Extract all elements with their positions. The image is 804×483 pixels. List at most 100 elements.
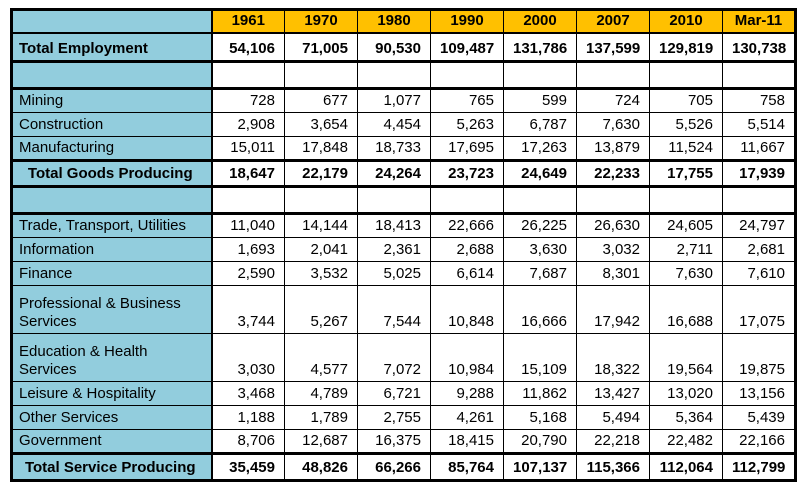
value-cell[interactable]: 35,459 bbox=[211, 451, 285, 481]
value-cell[interactable]: 4,261 bbox=[430, 404, 504, 430]
value-cell[interactable] bbox=[357, 59, 431, 90]
value-cell[interactable]: 7,544 bbox=[357, 284, 431, 334]
value-cell[interactable]: 23,723 bbox=[430, 158, 504, 188]
value-cell[interactable]: 5,025 bbox=[357, 260, 431, 286]
value-cell[interactable]: 17,755 bbox=[649, 158, 723, 188]
value-cell[interactable]: 19,875 bbox=[722, 332, 796, 382]
value-cell[interactable]: 24,649 bbox=[503, 158, 577, 188]
value-cell[interactable]: 11,524 bbox=[649, 135, 723, 161]
value-cell[interactable]: 48,826 bbox=[284, 451, 358, 481]
value-cell[interactable]: 599 bbox=[503, 87, 577, 113]
row-label[interactable]: Education & Health Services bbox=[11, 332, 213, 382]
value-cell[interactable] bbox=[357, 184, 431, 215]
value-cell[interactable]: 1,693 bbox=[211, 236, 285, 262]
value-cell[interactable]: 7,630 bbox=[649, 260, 723, 286]
value-cell[interactable]: 3,032 bbox=[576, 236, 650, 262]
value-cell[interactable] bbox=[284, 59, 358, 90]
value-cell[interactable]: 18,413 bbox=[357, 212, 431, 238]
value-cell[interactable] bbox=[722, 184, 796, 215]
value-cell[interactable]: 24,605 bbox=[649, 212, 723, 238]
value-cell[interactable]: 112,799 bbox=[722, 451, 796, 481]
value-cell[interactable]: 24,797 bbox=[722, 212, 796, 238]
column-header-mar-11[interactable]: Mar-11 bbox=[722, 9, 796, 34]
value-cell[interactable]: 54,106 bbox=[211, 32, 285, 63]
value-cell[interactable]: 6,614 bbox=[430, 260, 504, 286]
value-cell[interactable]: 22,179 bbox=[284, 158, 358, 188]
value-cell[interactable]: 22,218 bbox=[576, 428, 650, 454]
value-cell[interactable]: 3,532 bbox=[284, 260, 358, 286]
value-cell[interactable] bbox=[503, 184, 577, 215]
value-cell[interactable] bbox=[722, 59, 796, 90]
value-cell[interactable] bbox=[430, 184, 504, 215]
value-cell[interactable]: 4,454 bbox=[357, 111, 431, 137]
row-label[interactable]: Government bbox=[11, 428, 213, 454]
column-header-1970[interactable]: 1970 bbox=[284, 9, 358, 34]
value-cell[interactable]: 2,688 bbox=[430, 236, 504, 262]
value-cell[interactable]: 5,168 bbox=[503, 404, 577, 430]
value-cell[interactable]: 7,687 bbox=[503, 260, 577, 286]
column-header-1990[interactable]: 1990 bbox=[430, 9, 504, 34]
value-cell[interactable]: 16,688 bbox=[649, 284, 723, 334]
value-cell[interactable]: 22,166 bbox=[722, 428, 796, 454]
row-label[interactable]: Information bbox=[11, 236, 213, 262]
value-cell[interactable] bbox=[576, 59, 650, 90]
value-cell[interactable]: 107,137 bbox=[503, 451, 577, 481]
value-cell[interactable]: 5,514 bbox=[722, 111, 796, 137]
row-label[interactable]: Construction bbox=[11, 111, 213, 137]
row-label[interactable]: Leisure & Hospitality bbox=[11, 380, 213, 406]
row-label[interactable]: Total Goods Producing bbox=[11, 158, 213, 188]
value-cell[interactable]: 13,427 bbox=[576, 380, 650, 406]
value-cell[interactable]: 109,487 bbox=[430, 32, 504, 63]
value-cell[interactable]: 18,415 bbox=[430, 428, 504, 454]
value-cell[interactable]: 705 bbox=[649, 87, 723, 113]
value-cell[interactable]: 13,156 bbox=[722, 380, 796, 406]
value-cell[interactable]: 115,366 bbox=[576, 451, 650, 481]
value-cell[interactable]: 3,744 bbox=[211, 284, 285, 334]
value-cell[interactable]: 2,908 bbox=[211, 111, 285, 137]
row-label[interactable]: Mining bbox=[11, 87, 213, 113]
corner-cell[interactable] bbox=[11, 9, 213, 34]
value-cell[interactable]: 17,263 bbox=[503, 135, 577, 161]
value-cell[interactable]: 17,942 bbox=[576, 284, 650, 334]
value-cell[interactable]: 8,706 bbox=[211, 428, 285, 454]
value-cell[interactable]: 131,786 bbox=[503, 32, 577, 63]
value-cell[interactable] bbox=[649, 59, 723, 90]
value-cell[interactable]: 10,848 bbox=[430, 284, 504, 334]
value-cell[interactable]: 1,188 bbox=[211, 404, 285, 430]
value-cell[interactable]: 16,375 bbox=[357, 428, 431, 454]
row-label[interactable]: Manufacturing bbox=[11, 135, 213, 161]
value-cell[interactable]: 17,848 bbox=[284, 135, 358, 161]
value-cell[interactable]: 18,322 bbox=[576, 332, 650, 382]
value-cell[interactable]: 130,738 bbox=[722, 32, 796, 63]
value-cell[interactable]: 11,040 bbox=[211, 212, 285, 238]
value-cell[interactable]: 724 bbox=[576, 87, 650, 113]
value-cell[interactable]: 19,564 bbox=[649, 332, 723, 382]
value-cell[interactable]: 2,041 bbox=[284, 236, 358, 262]
value-cell[interactable]: 5,263 bbox=[430, 111, 504, 137]
row-label[interactable]: Other Services bbox=[11, 404, 213, 430]
value-cell[interactable]: 2,755 bbox=[357, 404, 431, 430]
value-cell[interactable]: 22,233 bbox=[576, 158, 650, 188]
value-cell[interactable]: 22,482 bbox=[649, 428, 723, 454]
value-cell[interactable]: 758 bbox=[722, 87, 796, 113]
value-cell[interactable]: 71,005 bbox=[284, 32, 358, 63]
value-cell[interactable]: 20,790 bbox=[503, 428, 577, 454]
value-cell[interactable]: 11,862 bbox=[503, 380, 577, 406]
value-cell[interactable]: 16,666 bbox=[503, 284, 577, 334]
value-cell[interactable]: 4,789 bbox=[284, 380, 358, 406]
value-cell[interactable]: 112,064 bbox=[649, 451, 723, 481]
value-cell[interactable]: 17,695 bbox=[430, 135, 504, 161]
value-cell[interactable]: 3,630 bbox=[503, 236, 577, 262]
value-cell[interactable]: 14,144 bbox=[284, 212, 358, 238]
value-cell[interactable]: 3,468 bbox=[211, 380, 285, 406]
value-cell[interactable]: 728 bbox=[211, 87, 285, 113]
value-cell[interactable]: 5,364 bbox=[649, 404, 723, 430]
column-header-1961[interactable]: 1961 bbox=[211, 9, 285, 34]
value-cell[interactable]: 677 bbox=[284, 87, 358, 113]
value-cell[interactable]: 7,630 bbox=[576, 111, 650, 137]
value-cell[interactable]: 6,787 bbox=[503, 111, 577, 137]
value-cell[interactable]: 3,030 bbox=[211, 332, 285, 382]
value-cell[interactable]: 18,647 bbox=[211, 158, 285, 188]
value-cell[interactable]: 1,077 bbox=[357, 87, 431, 113]
value-cell[interactable] bbox=[211, 184, 285, 215]
